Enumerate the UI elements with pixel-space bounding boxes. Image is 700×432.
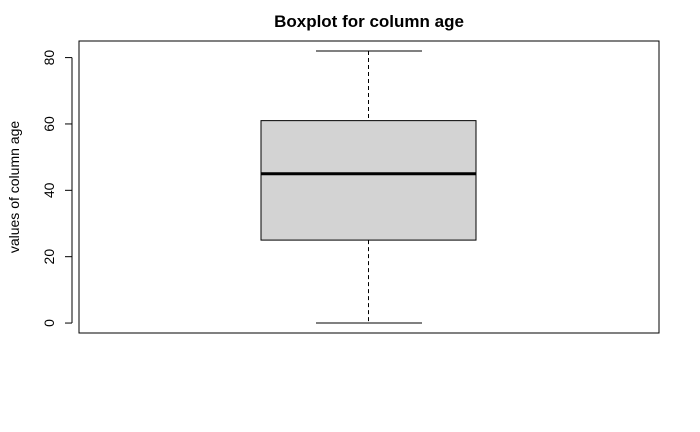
y-tick-label: 80	[41, 50, 57, 66]
y-tick-label: 60	[41, 116, 57, 132]
y-axis-label: values of column age	[6, 121, 22, 254]
chart-title: Boxplot for column age	[274, 12, 464, 31]
y-tick-label: 20	[41, 249, 57, 265]
box-group	[260, 50, 477, 324]
y-ticks: 0 20 40 60 80	[41, 50, 72, 327]
y-tick-label: 0	[41, 319, 57, 327]
y-tick-label: 40	[41, 182, 57, 198]
interquartile-box	[260, 120, 477, 241]
plot-frame	[78, 40, 660, 334]
